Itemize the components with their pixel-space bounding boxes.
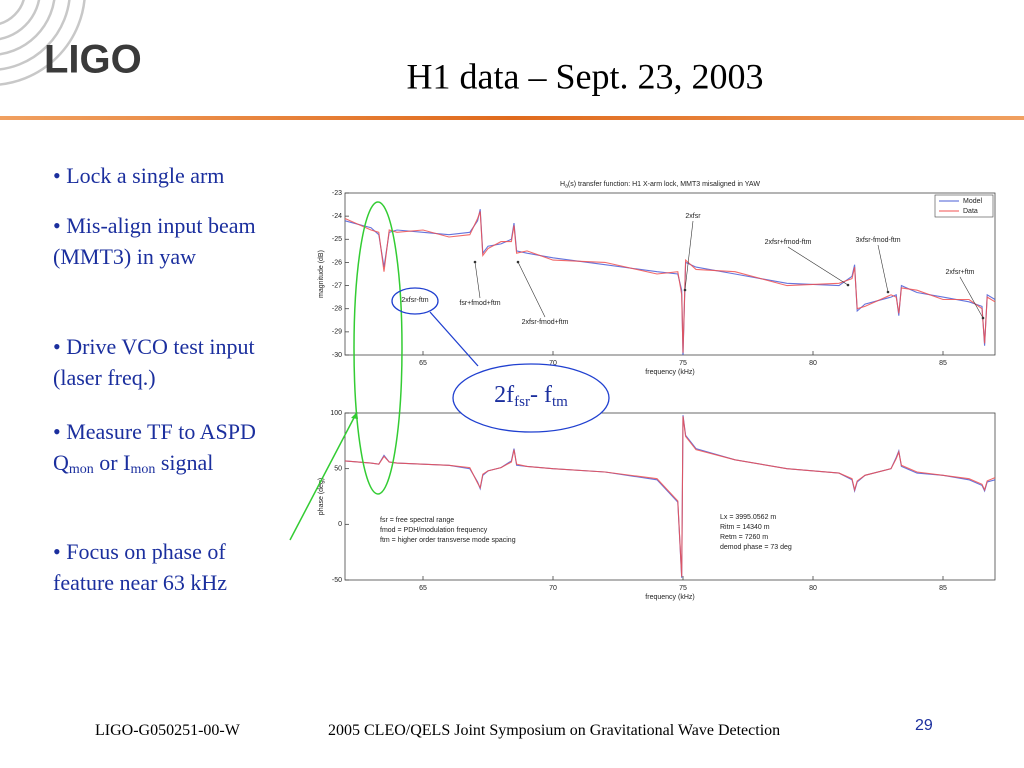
annotation: 2xfsr-ftm xyxy=(401,297,428,304)
bullet-text: • Mis-align input beam (MMT3) in yaw xyxy=(53,213,256,269)
y-tick-label: 100 xyxy=(330,410,342,417)
y-tick-label: -28 xyxy=(332,306,342,313)
annotation-arrow xyxy=(517,261,546,318)
arrow-head xyxy=(981,316,985,320)
x-tick-label: 80 xyxy=(809,585,817,592)
y-tick-label: -29 xyxy=(332,329,342,336)
bullet-text: • Focus on phase of feature near 63 kHz xyxy=(53,539,228,595)
text-part: - f xyxy=(530,382,552,408)
arrow-head xyxy=(473,260,477,264)
annotation: fmod = PDH/modulation frequency xyxy=(380,527,488,534)
annotation: ftm = higher order transverse mode spaci… xyxy=(380,537,516,544)
rich-text: 2ffsr- ftm xyxy=(494,382,568,411)
series-line xyxy=(344,211,996,353)
y-tick-label: 0 xyxy=(338,521,342,528)
annotation-arrow xyxy=(787,246,849,286)
x-tick-label: 65 xyxy=(419,585,427,592)
y-tick-label: -50 xyxy=(332,577,342,584)
bullet-text: • Lock a single arm xyxy=(53,163,225,188)
footer-event: 2005 CLEO/QELS Joint Symposium on Gravit… xyxy=(328,722,781,739)
title-rule xyxy=(0,116,1024,120)
annotation-arrow xyxy=(474,261,481,299)
bullet-text: or I xyxy=(93,450,131,475)
arrow-head xyxy=(846,283,850,287)
x-axis-label: frequency (kHz) xyxy=(645,369,694,376)
pointer-line xyxy=(289,411,358,541)
subscript: fsr xyxy=(514,394,530,410)
y-tick-label: -24 xyxy=(332,213,342,220)
plot-area xyxy=(344,412,996,581)
arrow-head xyxy=(886,290,890,294)
annotation-arrow xyxy=(959,276,984,319)
bullet: • Measure TF to ASPD Qmon or Imon signal xyxy=(53,416,285,478)
annotation: 2xfsr-fmod+ftm xyxy=(522,319,569,326)
x-tick-label: 80 xyxy=(809,360,817,367)
page-number: 29 xyxy=(915,717,933,734)
y-axis-label: magnitude (dB) xyxy=(318,250,325,298)
y-tick-label: 50 xyxy=(334,466,342,473)
text-part: H xyxy=(560,181,565,188)
x-tick-label: 85 xyxy=(939,360,947,367)
bullet: • Lock a single arm xyxy=(53,160,285,191)
arrow-head xyxy=(683,288,687,292)
y-tick-label: -25 xyxy=(332,236,342,243)
arrow-head xyxy=(516,260,520,264)
bullet: • Drive VCO test input (laser freq.) xyxy=(53,331,285,393)
annotation: Lx = 3995.0562 m xyxy=(720,514,776,521)
x-tick-label: 70 xyxy=(549,360,557,367)
annotation: Ritm = 14340 m xyxy=(720,524,770,531)
legend-label: Model xyxy=(963,198,983,205)
annotation-arrow xyxy=(877,244,889,293)
x-tick-label: 70 xyxy=(549,585,557,592)
annotation: demod phase = 73 deg xyxy=(720,544,792,551)
bullet: • Focus on phase of feature near 63 kHz xyxy=(53,536,285,598)
subscript: tm xyxy=(552,394,568,410)
rich-text: Ha(s) transfer function: H1 X-arm lock, … xyxy=(560,181,760,190)
text-part: (s) transfer function: H1 X-arm lock, MM… xyxy=(568,181,760,188)
annotation: 2xfsr+fmod-ftm xyxy=(765,239,812,246)
x-tick-label: 75 xyxy=(679,360,687,367)
callout-ellipse xyxy=(452,363,610,433)
slide-title: H1 data – Sept. 23, 2003 xyxy=(407,56,764,96)
x-tick-label: 65 xyxy=(419,360,427,367)
y-tick-label: -26 xyxy=(332,259,342,266)
plot-area xyxy=(344,192,996,356)
x-tick-label: 85 xyxy=(939,585,947,592)
y-tick-label: -30 xyxy=(332,352,342,359)
subscript: a xyxy=(565,184,568,190)
annotation: fsr = free spectral range xyxy=(380,517,454,524)
annotation: 3xfsr-fmod-ftm xyxy=(855,237,900,244)
bullet-text: • Measure TF to ASPD Q xyxy=(53,419,256,475)
callout-line xyxy=(429,311,479,367)
highlight-ellipse xyxy=(353,201,403,495)
annotation: 2xfsr+ftm xyxy=(946,269,975,276)
bullet: • Mis-align input beam (MMT3) in yaw xyxy=(53,210,285,272)
annotation-arrow xyxy=(684,220,694,291)
y-axis-label: phase (deg) xyxy=(318,478,325,515)
y-tick-label: -23 xyxy=(332,190,342,197)
annotation: 2xfsr xyxy=(685,213,701,220)
bullet-text: • Drive VCO test input (laser freq.) xyxy=(53,334,255,390)
subscript: mon xyxy=(68,462,94,477)
x-axis-label: frequency (kHz) xyxy=(645,594,694,601)
subscript: mon xyxy=(130,462,156,477)
pointer-head xyxy=(351,412,358,419)
series-line xyxy=(344,416,996,577)
y-tick-label: -27 xyxy=(332,282,342,289)
x-tick-label: 75 xyxy=(679,585,687,592)
footer-doc-id: LIGO-G050251-00-W xyxy=(95,722,240,739)
annotation: fsr+fmod+ftm xyxy=(459,300,500,307)
text-part: 2f xyxy=(494,382,514,408)
legend-label: Data xyxy=(963,208,978,215)
logo: LIGO xyxy=(44,38,142,82)
label-ellipse xyxy=(391,287,439,315)
bullet-text: signal xyxy=(155,450,214,475)
annotation: Retm = 7260 m xyxy=(720,534,768,541)
